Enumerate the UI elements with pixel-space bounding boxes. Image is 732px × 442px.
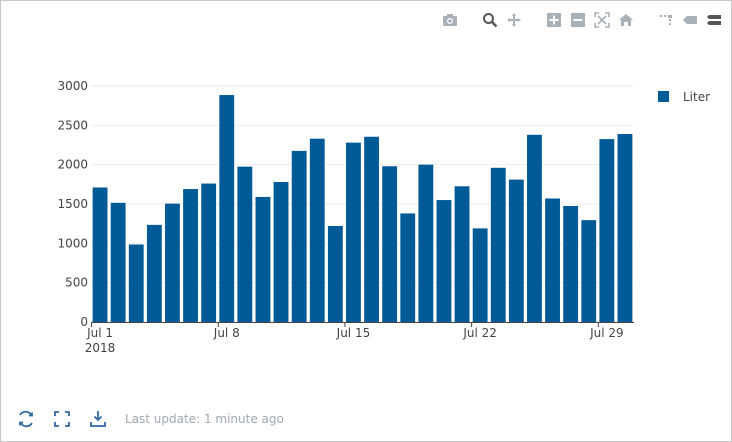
bar <box>291 150 307 322</box>
bar <box>617 133 633 322</box>
last-update-text: Last update: 1 minute ago <box>125 412 284 426</box>
hover-closest-icon[interactable] <box>681 11 699 29</box>
x-tick-label: Jul 8 <box>213 326 240 340</box>
bar <box>255 196 271 322</box>
bar <box>237 166 253 322</box>
y-tick-label: 1000 <box>57 236 88 250</box>
bar <box>400 213 416 322</box>
y-tick-label: 3000 <box>57 79 88 93</box>
bar <box>563 205 579 322</box>
autoscale-icon[interactable] <box>593 11 611 29</box>
camera-icon[interactable] <box>441 11 459 29</box>
pan-icon[interactable] <box>505 11 523 29</box>
x-tick-label: Jul 22 <box>462 326 497 340</box>
bar <box>309 138 325 322</box>
bar <box>508 179 524 322</box>
bar <box>581 220 597 322</box>
fullscreen-icon[interactable] <box>51 408 73 430</box>
y-tick-label: 2000 <box>57 158 88 172</box>
zoom-icon[interactable] <box>481 11 499 29</box>
bar <box>92 187 108 322</box>
bar <box>327 226 343 322</box>
bar <box>454 186 470 322</box>
bar <box>599 139 615 322</box>
zoom-out-icon[interactable] <box>569 11 587 29</box>
bar <box>219 95 235 323</box>
bar <box>201 183 217 322</box>
bar <box>128 244 144 322</box>
y-tick-label: 1500 <box>57 197 88 211</box>
bar <box>183 189 198 322</box>
bar <box>490 167 506 322</box>
bar <box>273 181 289 322</box>
legend-label: Liter <box>683 90 710 104</box>
x-tick-label: Jul 29 <box>589 326 624 340</box>
bar <box>382 166 398 322</box>
bar <box>418 164 434 322</box>
bar <box>472 228 488 322</box>
legend-swatch <box>658 91 669 102</box>
spike-lines-icon[interactable] <box>657 11 675 29</box>
x-tick-label: Jul 1 <box>86 326 113 340</box>
bar <box>545 198 560 322</box>
modebar <box>441 11 723 29</box>
bar <box>146 224 162 322</box>
bar <box>346 142 361 322</box>
y-tick-label: 500 <box>65 276 88 290</box>
reset-axes-icon[interactable] <box>617 11 635 29</box>
zoom-in-icon[interactable] <box>545 11 563 29</box>
bar <box>364 136 379 322</box>
bar <box>110 202 126 322</box>
bar <box>527 134 542 322</box>
y-tick-label: 0 <box>80 315 88 329</box>
y-tick-label: 2500 <box>57 118 88 132</box>
bar <box>436 200 452 322</box>
hover-compare-icon[interactable] <box>705 11 723 29</box>
footer: Last update: 1 minute ago <box>15 408 284 430</box>
refresh-icon[interactable] <box>15 408 37 430</box>
x-tick-sublabel: 2018 <box>85 341 116 355</box>
x-tick-label: Jul 15 <box>336 326 371 340</box>
download-icon[interactable] <box>87 408 109 430</box>
bar <box>165 203 180 322</box>
